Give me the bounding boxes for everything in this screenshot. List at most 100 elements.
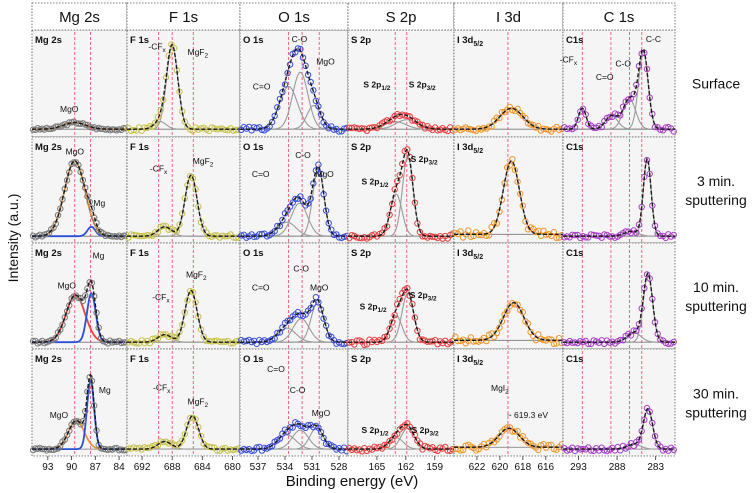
column-title: O 1s xyxy=(278,9,310,26)
data-point xyxy=(498,318,506,325)
data-point xyxy=(276,329,284,336)
peak-annotation: -CFx xyxy=(152,292,170,305)
data-point xyxy=(84,388,91,395)
data-point xyxy=(630,327,637,334)
peak-annotation: -CFx xyxy=(153,382,171,395)
x-tick-label: 684 xyxy=(194,462,211,473)
data-point xyxy=(84,193,91,200)
peak-annotation: C-O xyxy=(292,34,308,44)
data-point xyxy=(651,433,659,440)
data-point xyxy=(335,128,343,135)
spectrum-panel: O 1s xyxy=(238,348,350,457)
peak-annotation: S 2p3/2 xyxy=(410,290,437,303)
data-point xyxy=(381,441,388,449)
data-point xyxy=(232,234,240,242)
peak-annotation: MgI2 xyxy=(491,383,509,396)
panel-label: O 1s xyxy=(243,142,264,153)
data-point xyxy=(75,294,82,302)
panel-frame xyxy=(562,29,676,138)
data-point xyxy=(386,211,393,219)
row-label: sputtering xyxy=(685,405,746,421)
data-point xyxy=(404,146,411,153)
panel-label: C1s xyxy=(566,142,583,153)
row-label: Surface xyxy=(692,76,740,92)
panel-frame xyxy=(126,29,241,138)
column-title: F 1s xyxy=(169,9,198,26)
spectrum-panel: C1s xyxy=(561,136,677,244)
spectrum-panel: S 2p xyxy=(346,136,456,244)
column-header-box xyxy=(562,2,676,31)
column-header-box xyxy=(239,2,349,31)
column-title: C 1s xyxy=(604,9,635,26)
data-point xyxy=(511,428,519,435)
data-point xyxy=(553,234,560,242)
peak-annotation: MgO xyxy=(310,283,329,293)
data-point xyxy=(160,222,167,229)
fit-envelope xyxy=(32,121,127,130)
panel-label: S 2p xyxy=(351,142,371,153)
spectrum-panel: C1s xyxy=(561,348,677,457)
data-point xyxy=(646,408,653,415)
data-point xyxy=(192,299,199,306)
column-title: Mg 2s xyxy=(59,9,100,26)
data-point xyxy=(274,329,281,337)
data-point xyxy=(184,297,191,304)
data-point xyxy=(633,229,640,236)
fit-envelope xyxy=(348,423,454,450)
data-point xyxy=(633,327,640,334)
data-point xyxy=(274,222,281,230)
peak-annotation: C=O xyxy=(596,72,614,82)
data-point xyxy=(173,334,181,341)
peak-annotation: C-O xyxy=(293,264,309,274)
panel-frame xyxy=(347,136,455,244)
fit-envelope xyxy=(240,47,348,130)
peak-annotation: Mg xyxy=(93,198,105,208)
data-point xyxy=(312,294,320,301)
fit-envelope xyxy=(32,279,127,343)
data-point xyxy=(181,431,189,438)
data-point xyxy=(606,113,613,121)
row-label: 10 min. xyxy=(693,279,739,295)
data-point xyxy=(381,333,388,341)
data-point xyxy=(79,177,87,184)
data-point xyxy=(391,312,398,319)
peak-annotation: S 2p1/2 xyxy=(362,425,389,438)
data-point xyxy=(66,427,73,434)
spectrum-panel: I 3d5/2 xyxy=(452,242,565,350)
data-point xyxy=(211,232,218,239)
data-point xyxy=(601,231,608,238)
fit-envelope xyxy=(454,107,563,130)
spectrum-panel: I 3d5/2 xyxy=(452,29,565,138)
data-point xyxy=(651,123,659,131)
data-point xyxy=(63,177,71,184)
panel-label: O 1s xyxy=(243,248,264,259)
panel-label: I 3d5/2 xyxy=(457,354,483,367)
spectrum-panel: I 3d5/2 xyxy=(452,348,565,457)
data-point xyxy=(574,116,581,123)
x-tick-label: 618 xyxy=(514,462,531,473)
data-point xyxy=(75,161,82,169)
x-tick-label: 616 xyxy=(537,462,554,473)
data-point xyxy=(281,81,289,88)
peak-annotation: S 2p1/2 xyxy=(363,79,390,92)
data-point xyxy=(170,333,178,341)
data-point xyxy=(133,340,140,347)
panel-label: C1s xyxy=(566,354,583,365)
data-point xyxy=(157,106,164,114)
spectrum-panel: F 1s xyxy=(125,136,242,244)
data-point xyxy=(358,125,366,132)
data-point xyxy=(248,447,255,455)
data-point xyxy=(59,321,66,328)
fit-envelope xyxy=(348,113,454,130)
data-point xyxy=(227,340,234,347)
spectrum-panel: Mg 2s xyxy=(29,242,130,350)
data-point xyxy=(416,440,424,447)
data-point xyxy=(197,432,205,440)
data-point xyxy=(416,121,424,128)
data-point xyxy=(219,445,226,452)
data-point xyxy=(120,125,127,132)
data-point xyxy=(317,111,325,118)
fit-envelope xyxy=(563,47,675,130)
spectrum-panel: Mg 2s xyxy=(29,136,130,244)
column-title: I 3d xyxy=(496,9,521,26)
